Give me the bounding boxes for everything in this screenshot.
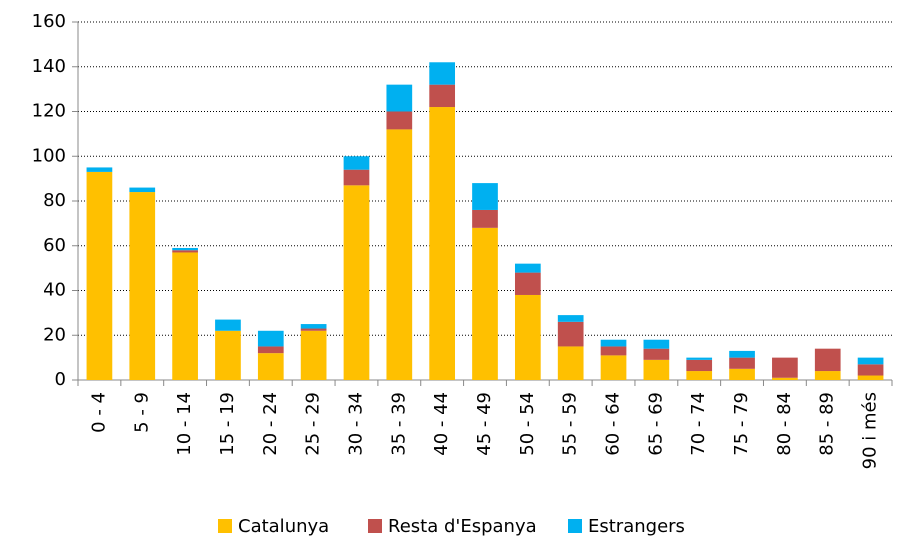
bar-segment (472, 227, 498, 380)
bar-segment (643, 359, 670, 380)
legend-swatch (568, 519, 582, 533)
bar-segment (86, 171, 113, 380)
bar-segment (857, 375, 884, 380)
x-tick-label: 25 - 29 (303, 392, 324, 456)
x-tick-label: 60 - 64 (603, 392, 624, 456)
bar-segment (172, 247, 198, 251)
legend-swatch (218, 519, 232, 533)
bar-segment (557, 315, 584, 322)
x-tick-label: 45 - 49 (474, 392, 495, 456)
y-tick-label: 0 (55, 369, 66, 390)
y-tick-label: 140 (32, 56, 66, 77)
bar-segment (172, 252, 198, 380)
bar-segment (86, 167, 113, 172)
x-tick-label: 90 i més (860, 392, 881, 469)
bar-segment (857, 364, 884, 376)
x-tick-label: 55 - 59 (560, 392, 581, 456)
bar-segment (643, 339, 670, 349)
x-tick-label: 20 - 24 (260, 392, 281, 456)
bar-segment (215, 330, 241, 380)
x-tick-label: 65 - 69 (645, 392, 666, 456)
x-tick-label: 10 - 14 (174, 392, 195, 456)
y-tick-label: 120 (32, 101, 66, 122)
legend-label: Estrangers (588, 516, 685, 537)
bar-segment (772, 357, 798, 378)
bar-segment (814, 348, 841, 372)
x-tick-label: 80 - 84 (774, 392, 795, 456)
legend-label: Catalunya (238, 516, 329, 537)
bar-segment (686, 359, 713, 372)
x-tick-label: 35 - 39 (388, 392, 409, 456)
bar-segment (772, 377, 798, 380)
bar-segment (600, 355, 627, 380)
bar-segment (686, 371, 713, 380)
bar-segment (643, 348, 670, 360)
bar-segment (857, 357, 884, 365)
bar-segment (429, 62, 456, 85)
bar-segment (386, 84, 413, 112)
bar-segment (257, 330, 284, 347)
bar-segment (514, 263, 541, 273)
bar-segment (557, 346, 584, 380)
bar-segment (557, 321, 584, 347)
bar-segment (729, 357, 755, 369)
y-tick-label: 80 (43, 190, 66, 211)
y-tick-label: 40 (43, 280, 66, 301)
bar-segment (729, 350, 755, 358)
bar-segment (300, 330, 327, 380)
bar-segment (300, 324, 327, 329)
x-tick-label: 5 - 9 (131, 392, 152, 433)
bar-segment (386, 129, 413, 380)
y-tick-label: 60 (43, 235, 66, 256)
bar-segment (300, 328, 327, 331)
legend-swatch (368, 519, 382, 533)
bar-segment (472, 209, 498, 228)
bar-segment (686, 357, 713, 360)
bar-segment (514, 294, 541, 380)
x-tick-label: 85 - 89 (817, 392, 838, 456)
y-tick-label: 160 (32, 11, 66, 32)
x-tick-label: 40 - 44 (431, 392, 452, 456)
bar-segment (814, 371, 841, 380)
bar-segment (343, 156, 370, 170)
bar-segment (386, 111, 413, 130)
bar-segment (472, 183, 498, 210)
bar-segment (429, 107, 456, 381)
x-tick-label: 50 - 54 (517, 392, 538, 456)
x-tick-label: 70 - 74 (688, 392, 709, 456)
bar-segment (343, 185, 370, 380)
bar-segment (129, 192, 156, 380)
bar-segment (429, 84, 456, 108)
legend-label: Resta d'Espanya (388, 516, 537, 537)
bar-segment (600, 339, 627, 347)
x-tick-label: 0 - 4 (88, 392, 109, 433)
x-tick-label: 75 - 79 (731, 392, 752, 456)
bar-segment (129, 187, 156, 193)
x-tick-label: 15 - 19 (217, 392, 238, 456)
bar-segment (257, 346, 284, 354)
y-tick-label: 20 (43, 324, 66, 345)
bar-segment (600, 346, 627, 356)
bar-segment (514, 272, 541, 295)
x-tick-label: 30 - 34 (345, 392, 366, 456)
bar-segment (343, 169, 370, 186)
bar-segment (257, 353, 284, 380)
bar-segment (729, 368, 755, 380)
bar-segment (172, 250, 198, 253)
bar-segment (215, 319, 241, 331)
y-tick-label: 100 (32, 145, 66, 166)
